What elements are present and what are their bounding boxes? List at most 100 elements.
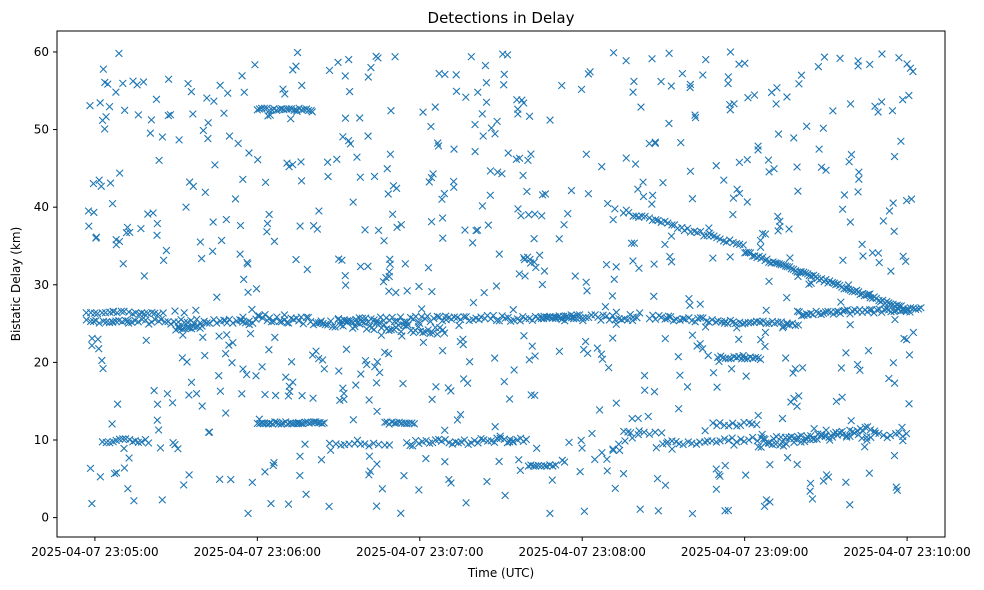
detection-point xyxy=(743,155,752,164)
detection-point xyxy=(906,308,914,316)
detection-point xyxy=(223,89,232,97)
detection-point xyxy=(575,314,584,322)
detection-point xyxy=(137,438,146,446)
detection-point xyxy=(288,66,297,74)
detection-point xyxy=(709,419,717,427)
detection-point xyxy=(805,280,813,288)
detection-point xyxy=(296,452,304,461)
detection-point xyxy=(651,216,660,224)
y-tick-label: 20 xyxy=(34,355,49,369)
x-axis: 2025-04-07 23:05:00 2025-04-07 23:06:00 20… xyxy=(31,537,971,559)
detection-point xyxy=(390,317,399,326)
detection-point xyxy=(716,418,724,427)
detection-point xyxy=(649,292,658,301)
detection-point xyxy=(886,300,895,308)
detection-point xyxy=(253,155,262,164)
detection-point xyxy=(597,316,605,324)
detection-point xyxy=(887,267,895,275)
detection-point xyxy=(909,328,918,337)
y-tick-label: 40 xyxy=(34,200,49,214)
detection-point xyxy=(266,111,275,119)
detection-point xyxy=(153,416,162,424)
detection-point xyxy=(901,306,909,315)
detection-point xyxy=(770,164,778,173)
detection-point xyxy=(304,313,313,322)
detection-point xyxy=(581,337,590,346)
detection-point xyxy=(519,253,528,262)
detection-point xyxy=(847,150,856,159)
detection-point xyxy=(865,60,874,69)
detection-point xyxy=(313,225,322,233)
detection-point xyxy=(108,318,117,326)
detection-point xyxy=(645,430,654,439)
y-tick-label: 10 xyxy=(34,433,49,447)
detection-point xyxy=(795,80,803,88)
detection-point xyxy=(676,138,685,147)
detection-point xyxy=(889,358,898,367)
detection-point xyxy=(766,498,774,506)
detection-point xyxy=(667,82,676,90)
detection-point xyxy=(490,354,499,362)
detection-point xyxy=(688,509,697,518)
detection-point xyxy=(810,434,818,443)
detection-point xyxy=(450,183,458,192)
detection-point xyxy=(297,158,305,166)
detection-point xyxy=(754,142,762,150)
detection-point xyxy=(840,306,849,315)
detection-point xyxy=(96,99,104,107)
detection-point xyxy=(320,365,329,373)
detection-point xyxy=(657,77,665,86)
detection-point xyxy=(794,187,802,195)
detection-point xyxy=(598,355,607,364)
detection-point xyxy=(583,287,591,295)
detection-point xyxy=(628,316,637,325)
detection-point xyxy=(438,234,447,242)
detection-point xyxy=(776,222,784,231)
detection-point xyxy=(520,332,528,340)
detection-point xyxy=(115,169,124,177)
detection-point xyxy=(244,509,252,518)
detection-point xyxy=(698,345,707,353)
detection-point xyxy=(110,469,119,478)
detection-point xyxy=(498,312,506,320)
detection-point xyxy=(483,477,491,486)
detection-point xyxy=(174,322,183,331)
detection-point xyxy=(504,149,513,157)
detection-point xyxy=(838,205,847,214)
detection-point xyxy=(134,317,143,326)
detection-point xyxy=(305,419,313,427)
detection-point xyxy=(174,444,182,453)
chart-title: Detections in Delay xyxy=(428,9,575,27)
detection-point xyxy=(739,241,748,249)
detection-point xyxy=(496,432,504,441)
detection-point xyxy=(373,358,382,366)
detection-point xyxy=(828,433,837,441)
detection-point xyxy=(521,314,530,323)
detection-point xyxy=(459,335,467,344)
detection-point xyxy=(142,336,151,345)
detection-point xyxy=(905,91,913,100)
detection-point xyxy=(701,323,710,331)
detection-point xyxy=(716,235,724,243)
detection-point xyxy=(654,507,663,515)
detection-point xyxy=(185,471,193,479)
detection-point xyxy=(356,173,365,181)
detection-point xyxy=(340,395,348,404)
detection-point xyxy=(431,103,440,111)
detection-point xyxy=(353,436,362,445)
detection-point xyxy=(829,107,837,115)
detection-point xyxy=(495,317,504,325)
detection-point xyxy=(425,178,434,186)
detection-point xyxy=(527,150,535,158)
detection-point xyxy=(125,308,133,316)
detection-point xyxy=(905,400,913,408)
detection-point xyxy=(679,440,687,449)
detection-point xyxy=(530,234,538,243)
detection-point xyxy=(317,455,326,464)
detection-point xyxy=(119,79,127,88)
detection-point xyxy=(440,329,449,337)
detection-point xyxy=(433,312,442,321)
detection-point xyxy=(97,182,106,191)
detection-point xyxy=(433,139,442,147)
